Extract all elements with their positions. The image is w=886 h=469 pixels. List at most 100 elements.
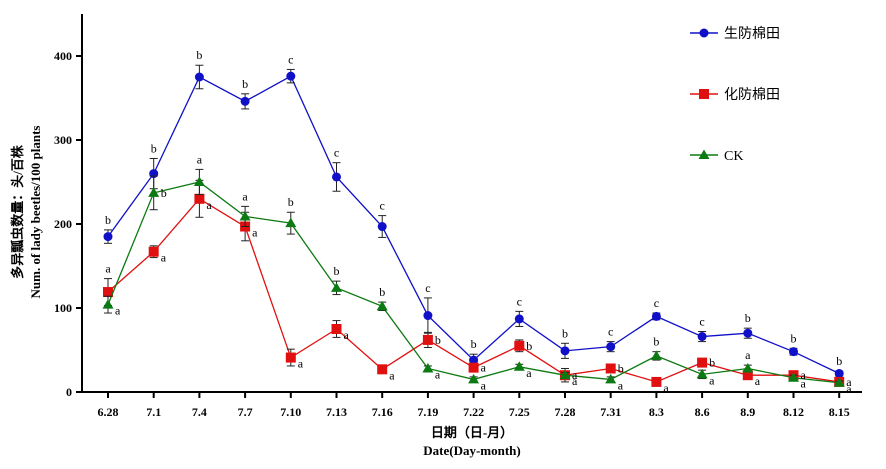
data-point-circle	[240, 96, 250, 106]
x-tick-label: 7.1	[146, 405, 161, 419]
x-tick-label: 8.6	[695, 405, 710, 419]
significance-label: a	[298, 357, 304, 371]
data-point-triangle	[102, 299, 114, 309]
significance-label: b	[471, 337, 477, 351]
significance-label: c	[380, 199, 385, 213]
data-point-square	[194, 193, 205, 204]
significance-label: a	[389, 368, 395, 382]
axes	[81, 14, 862, 393]
y-tick-label: 400	[54, 49, 72, 63]
significance-label: c	[425, 281, 430, 295]
significance-label: c	[517, 294, 522, 308]
significance-labels: baabbabaabaacbacbacbacbabaacbabaacbacbac…	[105, 48, 852, 396]
data-point-square	[103, 287, 113, 298]
series-3	[102, 168, 845, 387]
data-point-triangle	[331, 282, 342, 292]
x-tick-label: 7.13	[326, 405, 347, 419]
x-ticks: 6.28 7.1 7.4 7.7 7.10 7.13 7.16 7.19 7.22 7.25 7.2…	[98, 392, 850, 419]
significance-label: b	[653, 335, 659, 349]
significance-label: a	[242, 189, 248, 203]
significance-label: a	[572, 368, 578, 382]
y-tick-label: 100	[54, 301, 72, 315]
significance-label: a	[481, 378, 487, 392]
significance-label: a	[206, 198, 212, 212]
data-point-triangle	[696, 368, 708, 379]
series-layer	[102, 64, 845, 387]
y-axis-title-en: Num. of lady beetles/100 plants	[28, 126, 43, 299]
x-axis-title-cn: 日期（日-月）	[431, 425, 513, 440]
data-point-triangle	[148, 187, 160, 197]
data-point-square	[514, 340, 525, 351]
significance-label: b	[288, 195, 294, 209]
x-tick-label: 7.22	[463, 405, 484, 419]
significance-label: a	[435, 367, 441, 381]
legend-marker-square	[699, 89, 709, 99]
data-point-triangle	[239, 210, 251, 221]
significance-label: a	[344, 328, 350, 342]
legend-item-series-1: 生防棉田	[690, 25, 780, 42]
x-tick-label: 8.3	[649, 405, 664, 419]
x-tick-label: 6.28	[98, 405, 119, 419]
data-point-circle	[743, 328, 753, 338]
legend-label-series-1: 生防棉田	[724, 25, 780, 42]
x-tick-label: 7.19	[417, 405, 438, 419]
y-ticks: 0 100 200 300 400	[54, 49, 82, 399]
x-tick-label: 8.15	[829, 405, 850, 419]
significance-label: b	[836, 354, 842, 368]
data-point-circle	[651, 311, 661, 321]
data-point-circle	[286, 71, 296, 81]
x-tick-label: 7.4	[192, 405, 207, 419]
significance-label: a	[618, 378, 624, 392]
significance-label: b	[618, 361, 624, 375]
legend-item-series-2: 化防棉田	[690, 86, 780, 103]
x-tick-label: 8.9	[740, 405, 755, 419]
x-tick-label: 8.12	[783, 405, 804, 419]
data-point-square	[605, 363, 616, 374]
data-point-square	[285, 352, 296, 363]
legend-label-series-3: CK	[724, 149, 743, 164]
significance-label: a	[161, 251, 167, 265]
significance-label: b	[791, 331, 797, 345]
data-point-square	[377, 364, 388, 375]
significance-label: a	[801, 368, 807, 382]
significance-label: b	[435, 333, 441, 347]
significance-label: a	[105, 262, 111, 276]
x-axis-title-en: Date(Day-month)	[423, 443, 520, 458]
data-point-triangle	[193, 176, 205, 186]
significance-label: c	[334, 146, 339, 160]
significance-label: a	[197, 152, 203, 166]
significance-label: a	[252, 226, 258, 240]
significance-label: a	[846, 382, 852, 396]
data-point-circle	[606, 342, 616, 352]
data-point-square	[742, 370, 753, 381]
data-point-circle	[560, 346, 570, 356]
data-point-triangle	[742, 362, 754, 373]
data-point-square	[651, 376, 662, 387]
y-tick-label: 300	[54, 133, 72, 147]
significance-label: a	[115, 304, 121, 318]
legend-marker-circle	[699, 28, 709, 38]
data-point-triangle	[468, 373, 480, 384]
data-point-triangle	[513, 361, 525, 371]
data-point-circle	[697, 332, 707, 342]
data-point-circle	[423, 311, 433, 321]
significance-label: b	[334, 264, 340, 278]
data-point-triangle	[605, 373, 617, 384]
significance-label: b	[105, 213, 111, 227]
significance-label: a	[663, 381, 669, 395]
data-point-circle	[103, 232, 113, 242]
data-point-square	[148, 246, 159, 257]
data-point-circle	[789, 347, 798, 357]
significance-label: c	[654, 296, 659, 310]
legend-label-series-2: 化防棉田	[724, 86, 780, 103]
series-1	[103, 64, 844, 379]
data-point-square	[422, 334, 433, 345]
significance-label: a	[709, 373, 715, 387]
significance-label: a	[572, 374, 578, 388]
significance-label: a	[745, 348, 751, 362]
data-point-triangle	[285, 217, 297, 228]
x-tick-label: 7.31	[600, 405, 621, 419]
y-axis-title-cn: 多异瓢虫数量：头/百株	[10, 144, 25, 279]
data-point-circle	[377, 222, 387, 232]
